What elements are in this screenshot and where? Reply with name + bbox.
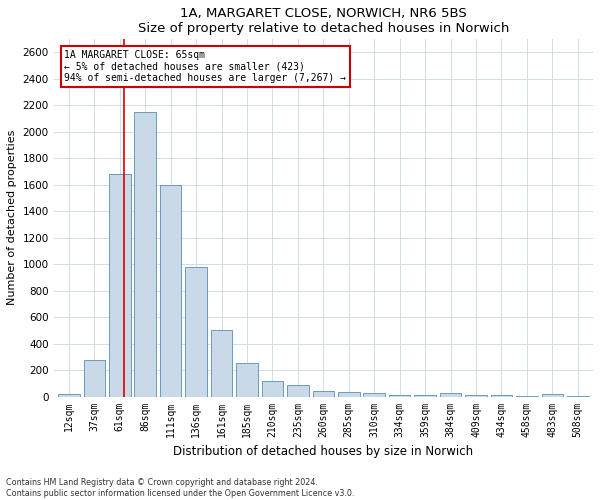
Bar xyxy=(389,394,410,396)
Title: 1A, MARGARET CLOSE, NORWICH, NR6 5BS
Size of property relative to detached house: 1A, MARGARET CLOSE, NORWICH, NR6 5BS Siz… xyxy=(137,7,509,35)
Bar xyxy=(313,392,334,396)
Bar xyxy=(58,394,80,396)
Bar xyxy=(287,384,309,396)
Text: Contains HM Land Registry data © Crown copyright and database right 2024.
Contai: Contains HM Land Registry data © Crown c… xyxy=(6,478,355,498)
Bar xyxy=(262,380,283,396)
Bar xyxy=(160,184,181,396)
Bar xyxy=(83,360,105,397)
X-axis label: Distribution of detached houses by size in Norwich: Distribution of detached houses by size … xyxy=(173,445,473,458)
Y-axis label: Number of detached properties: Number of detached properties xyxy=(7,130,17,306)
Bar xyxy=(185,268,207,396)
Text: 1A MARGARET CLOSE: 65sqm
← 5% of detached houses are smaller (423)
94% of semi-d: 1A MARGARET CLOSE: 65sqm ← 5% of detache… xyxy=(64,50,346,83)
Bar xyxy=(338,392,359,396)
Bar xyxy=(134,112,156,397)
Bar xyxy=(236,364,258,396)
Bar xyxy=(364,394,385,396)
Bar xyxy=(109,174,131,396)
Bar xyxy=(211,330,232,396)
Bar xyxy=(542,394,563,396)
Bar xyxy=(440,394,461,396)
